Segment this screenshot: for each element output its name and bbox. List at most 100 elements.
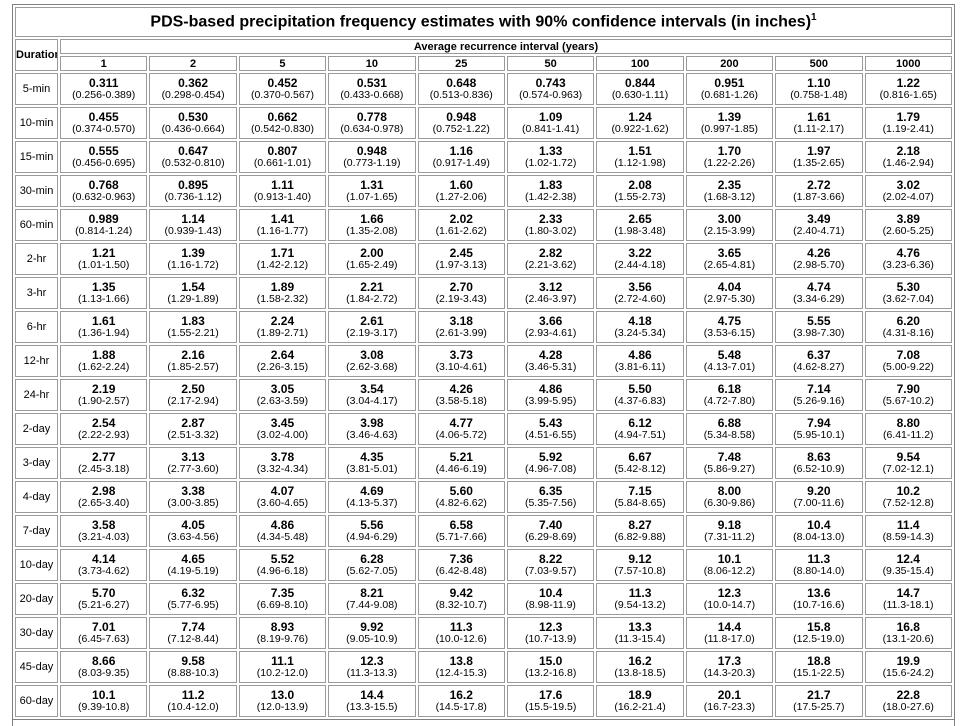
estimate-cell: 4.69 (4.13-5.37) — [328, 481, 416, 513]
confidence-interval: (4.37-6.83) — [614, 395, 666, 407]
estimate-cell: 3.49 (2.40-4.71) — [775, 209, 863, 241]
confidence-interval: (6.52-10.9) — [793, 463, 845, 475]
estimate-value: 1.51 — [628, 144, 652, 158]
estimate-value: 7.48 — [717, 450, 742, 464]
estimate-value: 9.92 — [360, 620, 384, 634]
confidence-interval: (2.51-3.32) — [167, 429, 219, 441]
confidence-interval: (1.61-2.62) — [435, 225, 487, 237]
confidence-interval: (16.2-21.4) — [614, 701, 666, 713]
confidence-interval: (11.3-15.4) — [614, 633, 666, 645]
estimate-value: 4.05 — [181, 518, 205, 532]
confidence-interval: (7.57-10.8) — [614, 565, 666, 577]
confidence-interval: (4.96-7.08) — [524, 463, 577, 475]
estimate-cell: 3.78 (3.32-4.34) — [238, 447, 327, 479]
confidence-interval: (2.19-3.43) — [435, 293, 487, 305]
confidence-interval: (3.99-5.95) — [524, 395, 577, 407]
estimate-value: 4.28 — [538, 348, 563, 362]
estimate-cell: 11.3 (8.80-14.0) — [775, 549, 863, 581]
estimate-cell: 0.555 (0.456-0.695) — [60, 141, 148, 173]
estimate-value: 3.78 — [270, 450, 295, 464]
confidence-interval: (1.84-2.72) — [346, 293, 398, 305]
confidence-interval: (15.6-24.2) — [882, 667, 934, 679]
duration-label: 30-min — [15, 175, 58, 207]
estimate-value: 2.70 — [449, 280, 473, 294]
confidence-interval: (2.72-4.60) — [614, 293, 666, 305]
estimate-cell: 6.18 (4.72-7.80) — [685, 379, 774, 411]
estimate-cell: 4.04 (2.97-5.30) — [685, 277, 774, 309]
confidence-interval: (9.54-13.2) — [614, 599, 666, 611]
confidence-interval: (0.374-0.570) — [72, 123, 136, 135]
estimate-value: 18.8 — [807, 654, 831, 668]
estimate-value: 4.26 — [807, 246, 831, 260]
estimate-cell: 15.0 (13.2-16.8) — [506, 651, 595, 683]
estimate-cell: 14.7 (11.3-18.1) — [864, 583, 952, 615]
table-row: 6-hr 1.61 (1.36-1.94) 1.83 (1.55-2.21) 2.24 (1… — [15, 311, 952, 343]
estimate-cell: 6.88 (5.34-8.58) — [685, 413, 774, 445]
confidence-interval: (5.34-8.58) — [703, 429, 756, 441]
confidence-interval: (4.46-6.19) — [435, 463, 487, 475]
confidence-interval: (0.758-1.48) — [790, 89, 848, 101]
confidence-interval: (0.634-0.978) — [340, 123, 404, 135]
confidence-interval: (11.3-13.3) — [346, 667, 398, 679]
pf-table-container: PDS-based precipitation frequency estima… — [12, 4, 955, 726]
estimate-cell: 1.31 (1.07-1.65) — [328, 175, 416, 207]
estimate-cell: 18.9 (16.2-21.4) — [596, 685, 684, 717]
estimate-cell: 0.844 (0.630-1.11) — [596, 73, 684, 105]
column-header-500-year: 500 — [775, 56, 863, 71]
confidence-interval: (12.4-15.3) — [435, 667, 487, 679]
table-row: 24-hr 2.19 (1.90-2.57) 2.50 (2.17-2.94) 3.05(… — [15, 379, 952, 411]
confidence-interval: (4.13-5.37) — [346, 497, 398, 509]
estimate-cell: 1.97 (1.35-2.65) — [775, 141, 863, 173]
estimate-cell: 4.26 (3.58-5.18) — [417, 379, 505, 411]
confidence-interval: (8.03-9.35) — [78, 667, 130, 679]
estimate-cell: 7.15 (5.84-8.65) — [596, 481, 684, 513]
estimate-value: 16.2 — [628, 654, 652, 668]
estimate-cell: 7.90 (5.67-10.2) — [864, 379, 952, 411]
duration-label: 30-day — [15, 617, 58, 649]
estimate-cell: 2.61 (2.19-3.17) — [328, 311, 416, 343]
estimate-cell: 5.70 (5.21-6.27) — [60, 583, 148, 615]
estimate-value: 4.65 — [181, 552, 205, 566]
estimate-value: 8.66 — [92, 654, 116, 668]
table-row: 4-day 2.98 (2.65-3.40) 3.38 (3.00-3.85) 4.07(… — [15, 481, 952, 513]
confidence-interval: (7.03-9.57) — [524, 565, 577, 577]
estimate-cell: 1.11 (0.913-1.40) — [238, 175, 327, 207]
confidence-interval: (1.87-3.66) — [793, 191, 845, 203]
estimate-cell: 7.14 (5.26-9.16) — [775, 379, 863, 411]
estimate-cell: 8.22 (7.03-9.57) — [506, 549, 595, 581]
estimate-value: 0.531 — [356, 76, 387, 90]
estimate-value: 2.72 — [807, 178, 831, 192]
estimate-cell: 12.4 (9.35-15.4) — [864, 549, 952, 581]
estimate-value: 1.71 — [270, 246, 295, 260]
estimate-cell: 1.60 (1.27-2.06) — [417, 175, 505, 207]
duration-header: Duration — [15, 39, 58, 71]
confidence-interval: (1.16-1.72) — [167, 259, 219, 271]
estimate-value: 5.21 — [449, 450, 473, 464]
estimate-cell: 2.64 (2.26-3.15) — [238, 345, 327, 377]
confidence-interval: (10.0-12.6) — [435, 633, 487, 645]
confidence-interval: (6.42-8.48) — [435, 565, 487, 577]
confidence-interval: (1.19-2.41) — [882, 123, 934, 135]
estimate-value: 1.21 — [92, 246, 116, 260]
estimate-value: 3.02 — [896, 178, 920, 192]
estimate-cell: 3.22 (2.44-4.18) — [596, 243, 684, 275]
estimate-cell: 6.20 (4.31-8.16) — [864, 311, 952, 343]
estimate-cell: 20.1 (16.7-23.3) — [685, 685, 774, 717]
estimate-value: 1.22 — [896, 76, 920, 90]
estimate-cell: 5.92 (4.96-7.08) — [506, 447, 595, 479]
confidence-interval: (2.77-3.60) — [167, 463, 219, 475]
estimate-value: 4.26 — [449, 382, 473, 396]
estimate-value: 4.86 — [628, 348, 652, 362]
estimate-cell: 14.4 (13.3-15.5) — [328, 685, 416, 717]
estimate-value: 5.56 — [360, 518, 384, 532]
estimate-cell: 1.51 (1.12-1.98) — [596, 141, 684, 173]
confidence-interval: (2.21-3.62) — [524, 259, 577, 271]
estimate-value: 4.74 — [807, 280, 831, 294]
confidence-interval: (5.35-7.56) — [524, 497, 577, 509]
confidence-interval: (4.34-5.48) — [256, 531, 309, 543]
estimate-value: 0.743 — [535, 76, 566, 90]
estimate-value: 6.12 — [628, 416, 652, 430]
estimate-cell: 8.93 (8.19-9.76) — [238, 617, 327, 649]
confidence-interval: (1.29-1.89) — [167, 293, 219, 305]
confidence-interval: (2.46-3.97) — [524, 293, 577, 305]
